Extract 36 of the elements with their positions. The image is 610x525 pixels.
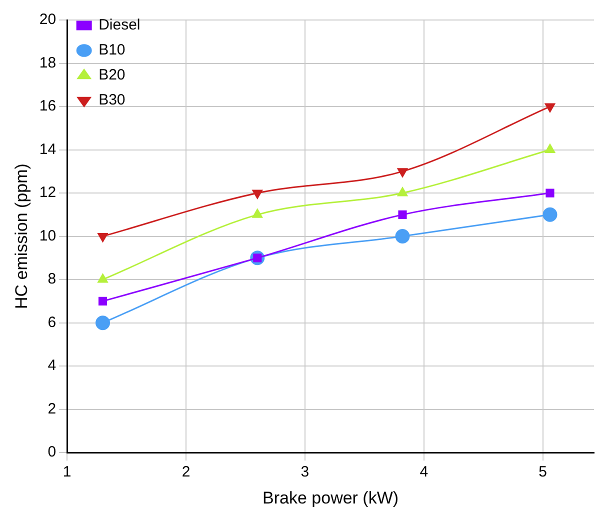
y-tick-label: 6 [48,314,56,331]
legend-label: B20 [98,66,126,84]
y-tick-label: 16 [39,98,56,115]
y-tick-label: 2 [48,400,56,418]
legend-label: Diesel [98,16,140,34]
point [98,233,108,242]
point [252,190,262,199]
y-tick-label: 10 [39,227,56,244]
x-tick-label: 4 [420,464,428,481]
point [397,168,408,178]
legend-label: B10 [98,42,126,59]
point [397,187,408,196]
y-tick-label: 8 [48,270,56,288]
point [544,103,556,112]
point [544,144,556,154]
x-tick-label: 2 [182,464,190,481]
x-axis-title: Brake power (kW) [262,488,399,508]
point [252,208,262,218]
x-tick-label: 5 [538,464,548,481]
point [96,316,110,330]
y-tick-label: 4 [48,357,56,374]
legend-label: B30 [98,92,126,109]
y-axis-title: HC emission (ppm) [12,164,31,310]
y-tick-label: 18 [39,54,56,72]
point [398,210,407,219]
point [395,229,410,244]
y-tick-label: 14 [39,140,56,158]
y-tick-label: 12 [39,184,56,202]
point [98,274,108,283]
point [542,207,558,222]
point [546,188,554,198]
x-tick-label: 3 [300,464,310,481]
y-tick-label: 20 [39,11,56,28]
point [98,296,108,306]
x-tick-label: 1 [62,464,72,481]
y-tick-label: 0 [48,444,56,461]
